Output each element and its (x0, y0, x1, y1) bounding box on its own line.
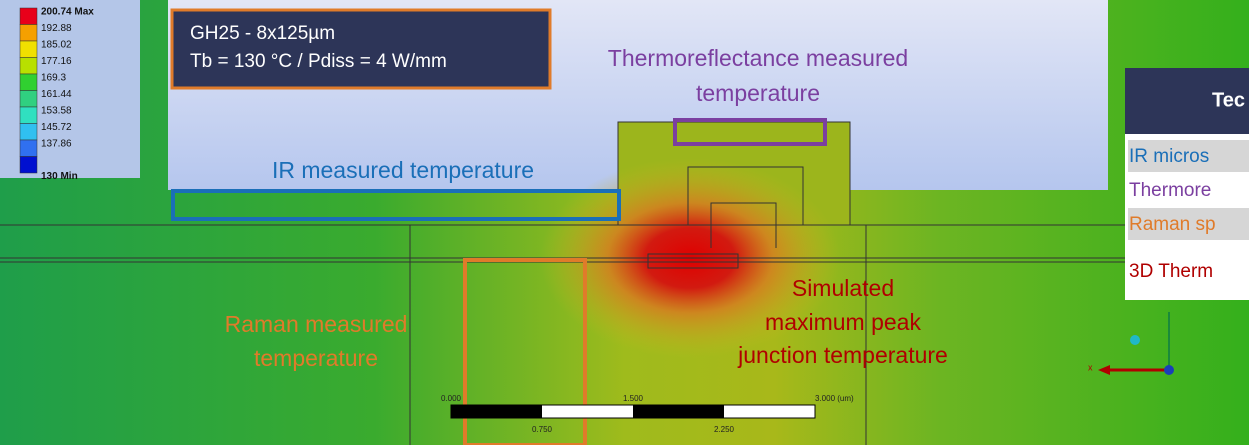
table-cell: Raman sp (1129, 214, 1216, 235)
info-box (172, 10, 550, 88)
annotation: IR measured temperature (272, 157, 534, 183)
scale-label: 2.250 (714, 425, 735, 434)
legend-label: 161.44 (41, 89, 72, 100)
legend-swatch (20, 41, 37, 58)
legend-label: 153.58 (41, 106, 72, 117)
axis-label: x (1088, 362, 1093, 372)
scale-label: 0.750 (532, 425, 553, 434)
legend-swatch (20, 107, 37, 124)
legend-swatch (20, 8, 37, 25)
table-cell: 3D Therm (1129, 261, 1213, 282)
legend-swatch (20, 58, 37, 75)
table-header: Tec (1212, 89, 1245, 111)
legend-swatch (20, 140, 37, 157)
annotation: maximum peak (765, 309, 921, 335)
scale-label: 1.500 (623, 394, 644, 403)
legend-label: 192.88 (41, 23, 72, 34)
annotation: temperature (254, 345, 378, 371)
table-cell: IR micros (1129, 146, 1209, 167)
legend-label: 137.86 (41, 139, 72, 150)
scale-label: 3.000 (um) (815, 394, 854, 403)
annotation: junction temperature (737, 342, 948, 368)
legend-label: 169.3 (41, 73, 66, 84)
legend-label: 177.16 (41, 56, 72, 67)
info-text: Tb = 130 °C / Pdiss = 4 W/mm (190, 51, 447, 72)
scale-bar (451, 405, 815, 418)
legend-label: 200.74 Max (41, 7, 94, 18)
table-cell: Thermore (1129, 180, 1211, 201)
legend-swatch (20, 25, 37, 42)
annotation: Raman measured (225, 311, 408, 337)
table: Tec IR micros Thermore Raman sp 3D Therm (1125, 68, 1249, 300)
legend-swatch (20, 74, 37, 91)
legend-label: 145.72 (41, 122, 72, 133)
legend-swatch (20, 124, 37, 141)
screenshot: 200.74 Max 192.88 185.02 177.16 169.3 161.44 1… (0, 0, 1249, 445)
scale-label: 0.000 (441, 394, 462, 403)
legend-label: 130 Min (41, 171, 78, 182)
legend-swatch (20, 91, 37, 108)
legend-swatch (20, 157, 37, 174)
annotation: temperature (696, 80, 820, 106)
annotation: Thermoreflectance measured (608, 45, 908, 71)
info-text: GH25 - 8x125µm (190, 23, 335, 44)
annotation: Simulated (792, 275, 894, 301)
legend-label: 185.02 (41, 40, 72, 51)
